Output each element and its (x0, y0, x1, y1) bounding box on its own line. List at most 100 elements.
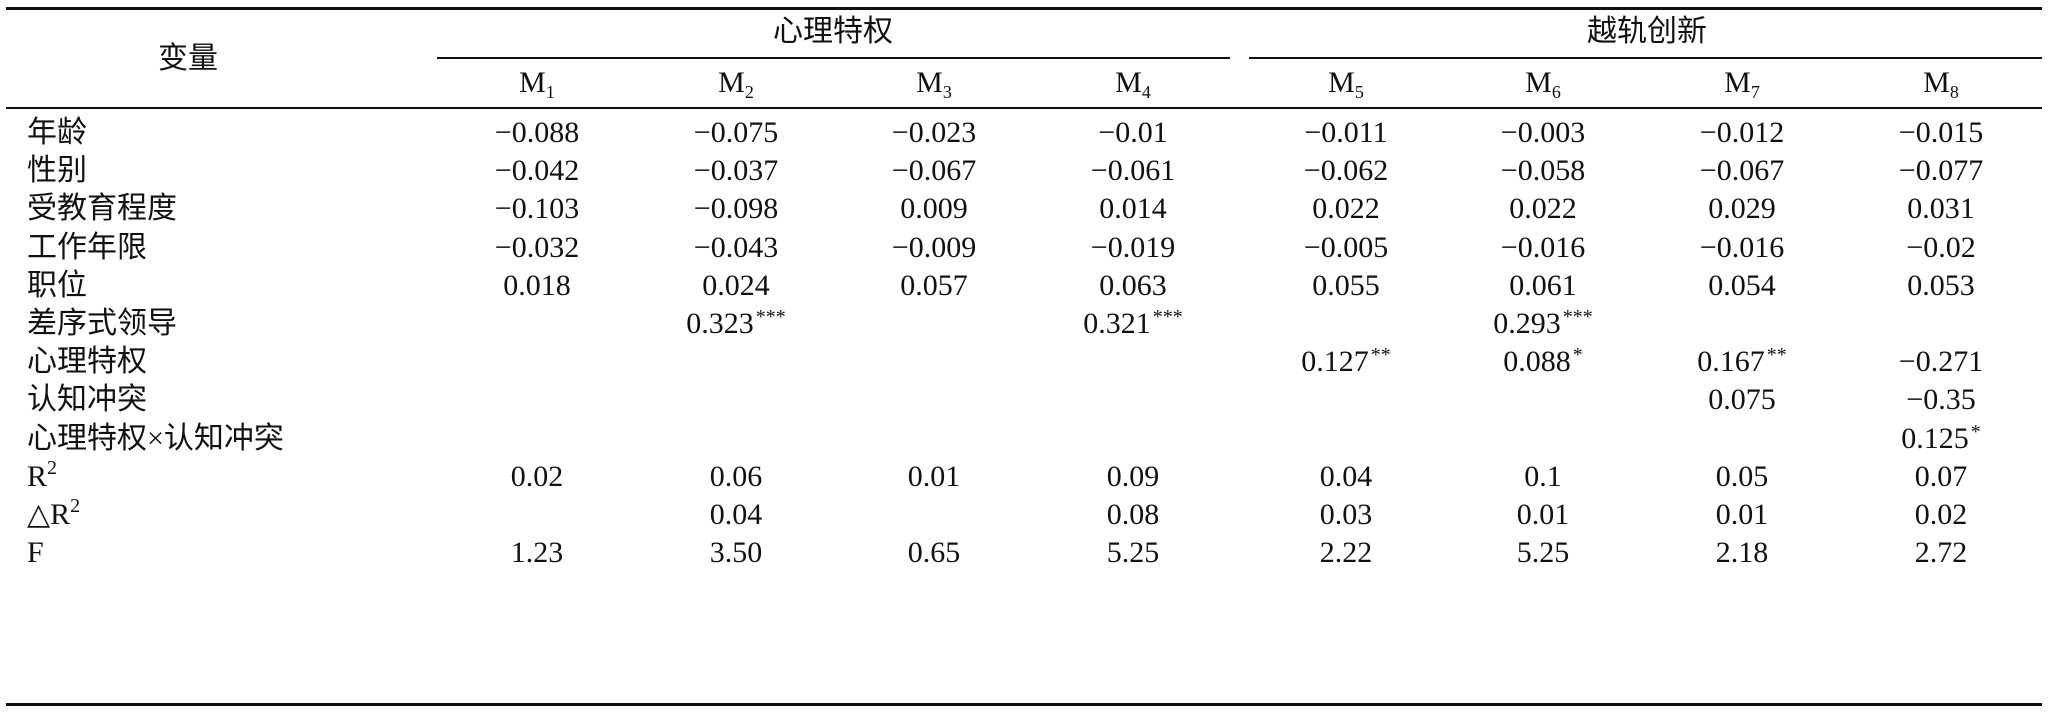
row-label: 心理特权×认知冲突 (27, 419, 284, 459)
cell-value: 0.055 (1312, 268, 1380, 302)
cell-value: 0.09 (1106, 459, 1160, 493)
table-cell: 0.05 (1662, 457, 1822, 497)
cell-value: 0.01 (907, 459, 961, 493)
table-cell: 0.1 (1463, 457, 1623, 497)
table-cell: 0.04 (656, 495, 816, 535)
table-cell: 0.029 (1662, 189, 1822, 229)
table-cell: −0.075 (656, 113, 816, 153)
group-rule-deviant-innovation (1249, 57, 2042, 59)
table-cell: 0.014 (1053, 189, 1213, 229)
row-label: 受教育程度 (27, 189, 177, 229)
row-label-superscript: 2 (47, 456, 58, 479)
cell-value: 0.125 (1901, 421, 1969, 455)
cell-value: 0.018 (503, 268, 571, 302)
table-cell: −0.032 (457, 228, 617, 268)
table-cell: 0.018 (457, 266, 617, 306)
table-cell: −0.003 (1463, 113, 1623, 153)
table-cell: 0.07 (1861, 457, 2021, 497)
row-label-text: 年龄 (27, 116, 87, 149)
model-letter: M (1115, 66, 1142, 99)
cell-value: 0.014 (1099, 192, 1167, 226)
table-cell: 0.06 (656, 457, 816, 497)
table-cell: −0.016 (1463, 228, 1623, 268)
cell-value: −0.032 (494, 230, 580, 264)
table-cell: 0.02 (457, 457, 617, 497)
table-cell: 2.72 (1861, 533, 2021, 573)
cell-value: −0.005 (1303, 230, 1389, 264)
row-label: 心理特权 (27, 342, 147, 382)
table-cell: −0.011 (1266, 113, 1426, 153)
table-cell: 0.063 (1053, 266, 1213, 306)
cell-value: 0.04 (1319, 459, 1373, 493)
cell-value: 0.321 (1083, 307, 1151, 340)
table-cell: 0.127 ** (1266, 342, 1426, 382)
table-cell: −0.019 (1053, 228, 1213, 268)
model-header-m2: M2 (686, 63, 786, 103)
model-subscript: 4 (1141, 82, 1151, 102)
group-header-deviant-innovation: 越轨创新 (1587, 15, 1707, 48)
significance-stars: * (1970, 420, 1981, 443)
model-subscript: 2 (744, 82, 754, 102)
table-cell: −0.005 (1266, 228, 1426, 268)
table-cell: 0.321 *** (1053, 304, 1213, 344)
row-label-text: 职位 (27, 268, 87, 302)
table-cell: 0.022 (1463, 189, 1623, 229)
cell-value: −0.271 (1898, 345, 1984, 379)
cell-value: −0.003 (1500, 116, 1586, 149)
cell-value: −0.019 (1090, 230, 1176, 264)
cell-value: −0.012 (1699, 116, 1785, 149)
row-label-text: 性别 (27, 154, 87, 188)
cell-value: 0.323 (686, 307, 754, 340)
model-subscript: 5 (1354, 82, 1364, 102)
cell-value: 2.22 (1319, 536, 1373, 570)
cell-value: 0.65 (907, 536, 961, 570)
cell-value: 0.01 (1715, 498, 1769, 531)
cell-value: 0.054 (1708, 268, 1776, 302)
cell-value: −0.35 (1906, 383, 1976, 417)
model-header-m5: M5 (1296, 63, 1396, 103)
model-letter: M (718, 66, 745, 99)
cell-value: −0.062 (1303, 154, 1389, 188)
cell-value: −0.067 (1699, 154, 1785, 188)
cell-value: 2.72 (1914, 536, 1968, 570)
table-cell: 0.061 (1463, 266, 1623, 306)
row-label: F (27, 533, 44, 573)
cell-value: 2.18 (1715, 536, 1769, 570)
cell-value: 5.25 (1516, 536, 1570, 570)
cell-value: −0.075 (693, 116, 779, 149)
cell-value: 0.1 (1524, 459, 1562, 493)
cell-value: −0.098 (693, 192, 779, 226)
model-letter: M (519, 66, 546, 99)
cell-value: 5.25 (1106, 536, 1160, 570)
cell-value: 0.053 (1907, 268, 1975, 302)
table-cell: −0.098 (656, 189, 816, 229)
group-header-psych-entitlement: 心理特权 (773, 15, 893, 48)
cell-value: −0.009 (891, 230, 977, 264)
table-cell: 5.25 (1463, 533, 1623, 573)
cell-value: −0.011 (1304, 116, 1388, 149)
model-header-m6: M6 (1493, 63, 1593, 103)
cell-value: 0.022 (1312, 192, 1380, 226)
model-letter: M (1923, 66, 1950, 99)
row-label: 性别 (27, 151, 87, 191)
table-cell: 0.057 (854, 266, 1014, 306)
row-label: R2 (27, 457, 57, 497)
table-cell: 0.167 ** (1662, 342, 1822, 382)
row-label-text: 认知冲突 (27, 383, 147, 417)
table-cell: 0.01 (854, 457, 1014, 497)
cell-value: 0.057 (900, 268, 968, 302)
table-cell: 0.09 (1053, 457, 1213, 497)
table-cell: 2.22 (1266, 533, 1426, 573)
table-cell: −0.067 (854, 151, 1014, 191)
table-cell: 0.031 (1861, 189, 2021, 229)
significance-stars: *** (1152, 306, 1183, 328)
cell-value: 3.50 (709, 536, 763, 570)
table-cell: 2.18 (1662, 533, 1822, 573)
model-subscript: 6 (1551, 82, 1561, 102)
cell-value: 0.024 (702, 268, 770, 302)
significance-stars: * (1572, 344, 1583, 367)
cell-value: 0.05 (1715, 459, 1769, 493)
table-cell: −0.009 (854, 228, 1014, 268)
table-cell: −0.02 (1861, 228, 2021, 268)
model-letter: M (916, 66, 943, 99)
